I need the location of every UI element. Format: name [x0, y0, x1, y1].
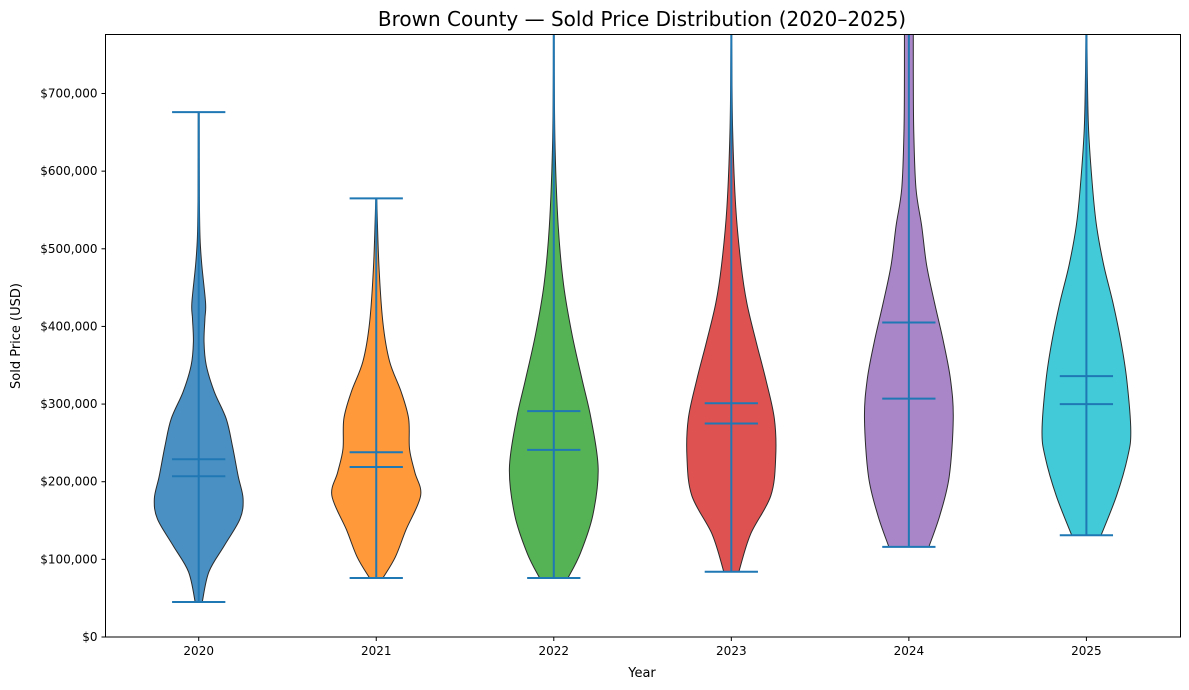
x-tick-label: 2022: [539, 644, 570, 658]
violins-layer: [153, 34, 1132, 603]
x-tick-label: 2020: [183, 644, 214, 658]
x-tick-label: 2023: [716, 644, 747, 658]
y-tick-label: $0: [82, 630, 97, 644]
x-tick-label: 2025: [1071, 644, 1102, 658]
y-tick-label: $500,000: [40, 242, 97, 256]
y-tick-label: $300,000: [40, 397, 97, 411]
y-tick-label: $400,000: [40, 319, 97, 333]
y-tick-label: $600,000: [40, 164, 97, 178]
chart-title: Brown County — Sold Price Distribution (…: [378, 7, 906, 31]
y-axis-label: Sold Price (USD): [9, 283, 24, 389]
stats-layer: [172, 34, 1114, 604]
x-tick-label: 2024: [894, 644, 925, 658]
plot-frame: [105, 34, 1181, 638]
x-axis-label: Year: [627, 666, 656, 681]
y-axis: $0 $100,000 $200,000 $300,000 $400,000 $500,0…: [40, 87, 106, 644]
y-tick-label: $700,000: [40, 87, 97, 101]
y-tick-label: $200,000: [40, 475, 97, 489]
x-axis: 2020 2021 2022 2023 2024 2025: [183, 637, 1102, 658]
x-tick-label: 2021: [361, 644, 392, 658]
y-tick-label: $100,000: [40, 552, 97, 566]
